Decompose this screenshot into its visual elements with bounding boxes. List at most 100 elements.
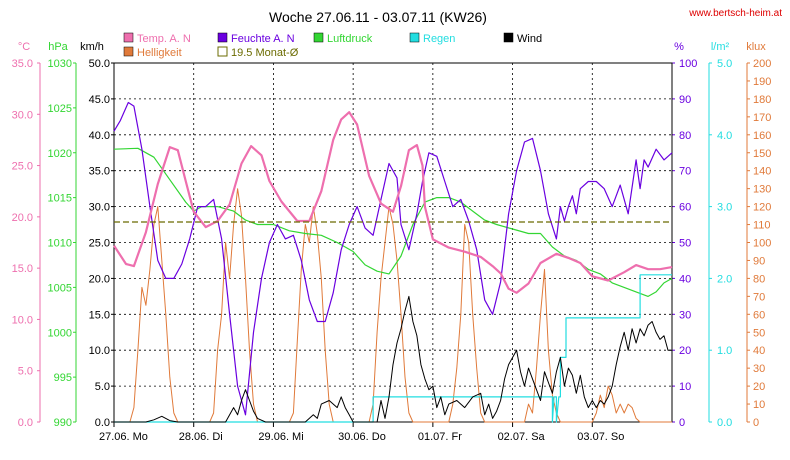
wind-tick-label: 15.0	[89, 309, 110, 321]
legend-label: Feuchte A. N	[231, 33, 295, 45]
site-link[interactable]: www.bertsch-heim.at	[688, 8, 782, 19]
series-line	[113, 101, 673, 416]
light-tick-label: 180	[753, 94, 771, 106]
wind-tick-label: 5.0	[95, 381, 110, 393]
humidity-tick-label: 0	[679, 417, 685, 429]
wind-tick-label: 10.0	[89, 345, 110, 357]
humidity-tick-label: 40	[679, 273, 691, 285]
light-tick-label: 90	[753, 255, 765, 267]
temp-tick-label: 20.0	[12, 212, 33, 224]
humidity-tick-label: 70	[679, 166, 691, 178]
pressure-tick-label: 995	[54, 372, 72, 384]
humidity-tick-label: 90	[679, 94, 691, 106]
x-tick-label: 01.07. Fr	[418, 431, 462, 443]
light-tick-label: 50	[753, 327, 765, 339]
pressure-axis-unit: hPa	[48, 41, 68, 53]
legend-swatch	[503, 32, 514, 43]
wind-tick-label: 45.0	[89, 94, 110, 106]
rain-tick-label: 1.0	[717, 345, 732, 357]
humidity-tick-label: 50	[679, 238, 691, 250]
series-line	[113, 111, 673, 294]
pressure-tick-label: 1000	[48, 327, 72, 339]
temp-tick-label: 0.0	[18, 417, 33, 429]
rain-tick-label: 2.0	[717, 273, 732, 285]
wind-tick-label: 20.0	[89, 273, 110, 285]
temp-tick-label: 5.0	[18, 366, 33, 378]
light-tick-label: 30	[753, 363, 765, 375]
chart-title: Woche 27.06.11 - 03.07.11 (KW26)	[269, 9, 487, 25]
light-tick-label: 200	[753, 58, 771, 70]
wind-tick-label: 25.0	[89, 238, 110, 250]
light-tick-label: 120	[753, 202, 771, 214]
legend-label: Wind	[517, 33, 542, 45]
axes: 27.06. Mo 28.06. Di 29.06. Mi 30.06. Do 01.0…	[12, 41, 772, 443]
light-tick-label: 10	[753, 399, 765, 411]
light-tick-label: 160	[753, 130, 771, 142]
legend-swatch	[123, 46, 134, 57]
legend-label: Helligkeit	[137, 47, 182, 59]
x-tick-label: 27.06. Mo	[99, 431, 148, 443]
temp-tick-label: 30.0	[12, 109, 33, 121]
grid	[114, 63, 672, 422]
legend-swatch	[313, 32, 324, 43]
x-tick-label: 03.07. So	[577, 431, 624, 443]
legend-swatch	[217, 46, 228, 57]
pressure-tick-label: 1005	[48, 282, 72, 294]
pressure-tick-label: 990	[54, 417, 72, 429]
humidity-axis-unit: %	[674, 41, 684, 53]
light-tick-label: 20	[753, 381, 765, 393]
legend: Temp. A. N Feuchte A. N Luftdruck Regen Wind…	[123, 32, 542, 59]
light-axis-unit: klux	[746, 41, 766, 53]
pressure-tick-label: 1015	[48, 193, 72, 205]
series-line	[113, 147, 673, 297]
wind-tick-label: 30.0	[89, 202, 110, 214]
light-tick-label: 170	[753, 112, 771, 124]
light-tick-label: 0	[753, 417, 759, 429]
legend-swatch	[123, 32, 134, 43]
light-tick-label: 140	[753, 166, 771, 178]
x-tick-label: 29.06. Mi	[258, 431, 303, 443]
light-tick-label: 70	[753, 291, 765, 303]
x-tick-label: 30.06. Do	[338, 431, 386, 443]
temp-tick-label: 35.0	[12, 58, 33, 70]
pressure-tick-label: 1020	[48, 148, 72, 160]
rain-tick-label: 4.0	[717, 130, 732, 142]
legend-label: Luftdruck	[327, 33, 373, 45]
wind-tick-label: 35.0	[89, 166, 110, 178]
series-line	[114, 295, 672, 423]
rain-tick-label: 0.0	[717, 417, 732, 429]
light-tick-label: 190	[753, 76, 771, 88]
humidity-tick-label: 80	[679, 130, 691, 142]
x-tick-label: 28.06. Di	[179, 431, 223, 443]
temp-tick-label: 15.0	[12, 263, 33, 275]
pressure-tick-label: 1010	[48, 238, 72, 250]
temp-axis-unit: °C	[18, 41, 30, 53]
humidity-tick-label: 100	[679, 58, 697, 70]
wind-tick-label: 50.0	[89, 58, 110, 70]
series-line	[114, 274, 672, 423]
temp-tick-label: 25.0	[12, 161, 33, 173]
light-tick-label: 130	[753, 184, 771, 196]
rain-axis-unit: l/m²	[711, 41, 730, 53]
wind-axis-unit: km/h	[80, 41, 104, 53]
light-tick-label: 150	[753, 148, 771, 160]
series-layer	[113, 101, 673, 423]
temp-tick-label: 10.0	[12, 314, 33, 326]
light-tick-label: 60	[753, 309, 765, 321]
light-tick-label: 110	[753, 220, 771, 232]
pressure-tick-label: 1030	[48, 58, 72, 70]
pressure-tick-label: 1025	[48, 103, 72, 115]
humidity-tick-label: 10	[679, 381, 691, 393]
legend-label: 19.5 Monat-Ø	[231, 47, 299, 59]
legend-label: Temp. A. N	[137, 33, 191, 45]
light-tick-label: 100	[753, 238, 771, 250]
x-tick-label: 02.07. Sa	[498, 431, 546, 443]
humidity-tick-label: 60	[679, 202, 691, 214]
light-tick-label: 80	[753, 273, 765, 285]
legend-label: Regen	[423, 33, 455, 45]
light-tick-label: 40	[753, 345, 765, 357]
rain-tick-label: 5.0	[717, 58, 732, 70]
humidity-tick-label: 30	[679, 309, 691, 321]
rain-tick-label: 3.0	[717, 202, 732, 214]
